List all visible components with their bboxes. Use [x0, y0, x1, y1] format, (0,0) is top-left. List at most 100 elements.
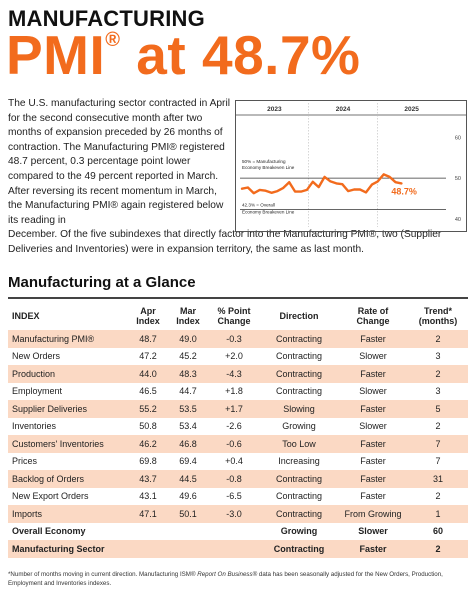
table-cell-direction: Contracting [260, 330, 338, 348]
chart-data-point [335, 182, 338, 185]
chart-year-label: 2025 [404, 106, 419, 113]
chart-data-point [318, 186, 320, 188]
col-header-direction: Direction [279, 311, 319, 321]
table-cell-mar: 53.4 [179, 421, 197, 432]
chart-data-point [288, 181, 290, 183]
table-cell-trend: 5 [408, 400, 468, 418]
table-cell-direction: Contracting [275, 351, 323, 362]
chart-data-point [383, 173, 385, 176]
table-cell-rate: Faster [360, 456, 386, 467]
table-cell-trend: 1 [408, 505, 468, 523]
table-cell-apr: 55.2 [128, 400, 168, 418]
table-cell-rate: Faster [338, 400, 408, 418]
headline: PMI® at 48.7% [6, 28, 360, 83]
col-header-mar: Mar Index [176, 306, 200, 326]
table-cell-pct: -0.3 [208, 330, 260, 348]
table-cell-pct: -2.6 [226, 421, 242, 432]
overall-economy-label: Overall Economy [12, 526, 86, 537]
table-cell-trend: 2 [408, 365, 468, 383]
table-row: Inventories 50.8 53.4 -2.6 Growing Slower 2 [8, 418, 468, 436]
overall-economy-rate: Slower [358, 526, 388, 537]
chart-y-tick-label: 40 [455, 217, 461, 223]
glance-divider [8, 297, 468, 299]
footnote-post: data has been seasonally adjusted for th… [8, 571, 443, 587]
chart-data-point [365, 191, 367, 193]
table-cell-index: New Orders [12, 351, 61, 362]
table-row: Imports 47.1 50.1 -3.0 Contracting From Growi… [8, 505, 468, 523]
chart-reference-label-cont: Economy Breakeven Line [242, 165, 295, 170]
manufacturing-sector-rate: Faster [338, 540, 408, 558]
chart-reference-label: 42.3% = Overall [242, 202, 275, 207]
headline-pmi: PMI [6, 24, 106, 86]
kicker-title: MANUFACTURING [8, 6, 205, 31]
table-cell-trend: 2 [435, 421, 441, 432]
overall-economy-row: Overall Economy Growing Slower 60 [8, 523, 468, 541]
table-cell-index: Supplier Deliveries [8, 400, 128, 418]
table-cell-rate: Faster [360, 491, 386, 502]
table-cell-rate: Slower [359, 386, 387, 397]
table-cell-rate: Slower [359, 351, 387, 362]
table-row: Employment 46.5 44.7 +1.8 Contracting Slower 3 [8, 383, 468, 401]
table-cell-index: Prices [12, 456, 38, 467]
glance-body: Manufacturing PMI® 48.7 49.0 -0.3 Contractin… [8, 330, 468, 558]
chart-year-label: 2023 [267, 106, 282, 113]
chart-data-point [300, 190, 302, 193]
table-row: Backlog of Orders 43.7 44.5 -0.8 Contracting… [8, 470, 468, 488]
chart-reference-label-cont: Economy Breakeven Line [242, 209, 295, 214]
table-cell [128, 540, 168, 558]
chart-data-point [282, 187, 284, 189]
chart-data-point [312, 181, 314, 183]
chart-data-point [270, 192, 273, 194]
table-cell-mar: 46.8 [168, 435, 208, 453]
chart-data-point [400, 182, 402, 185]
table-cell-trend: 7 [435, 456, 441, 467]
chart-data-point [329, 180, 332, 182]
table-cell-direction: Contracting [260, 365, 338, 383]
table-cell-trend: 31 [408, 470, 468, 488]
chart-data-point [341, 183, 343, 185]
table-cell-trend: 3 [435, 386, 441, 397]
table-row: Manufacturing PMI® 48.7 49.0 -0.3 Contractin… [8, 330, 468, 348]
table-row: Customers' Inventories 46.2 46.8 -0.6 Too Lo… [8, 435, 468, 453]
table-cell-trend: 2 [408, 330, 468, 348]
col-header-trend: Trend* (months) [418, 306, 458, 326]
table-cell-mar: 44.7 [179, 386, 197, 397]
table-cell-trend: 7 [408, 435, 468, 453]
table-cell-rate: Faster [338, 470, 408, 488]
col-header-pct-change: % Point Change [217, 306, 251, 326]
table-cell-index: Production [8, 365, 128, 383]
table-cell-pct: +0.4 [225, 456, 243, 467]
chart-series-line [240, 173, 403, 195]
chart-data-point [306, 189, 308, 191]
table-cell-direction: Contracting [260, 470, 338, 488]
table-cell-apr: 50.8 [139, 421, 157, 432]
table-cell-index: Imports [8, 505, 128, 523]
glance-table: INDEX Apr Index Mar Index % Point Change Di… [8, 302, 468, 558]
chart-data-point [359, 188, 361, 191]
chart-data-point [294, 190, 296, 193]
table-cell-mar: 48.3 [168, 365, 208, 383]
table-cell-rate: Faster [338, 365, 408, 383]
glance-title: Manufacturing at a Glance [8, 274, 196, 291]
table-cell-apr: 47.2 [139, 351, 157, 362]
overall-economy-trend: 60 [432, 526, 443, 537]
chart-data-point [353, 188, 355, 191]
table-cell-apr: 69.8 [139, 456, 157, 467]
table-cell-rate: From Growing [338, 505, 408, 523]
table-cell-pct: +1.8 [225, 386, 243, 397]
col-header-index: INDEX [12, 311, 40, 321]
table-cell-pct: -0.8 [208, 470, 260, 488]
table-cell-direction: Contracting [260, 505, 338, 523]
table-row: New Export Orders 43.1 49.6 -6.5 Contracting… [8, 488, 468, 506]
table-cell-index: Backlog of Orders [8, 470, 128, 488]
chart-data-point [265, 190, 267, 192]
headline-registered-mark: ® [105, 29, 121, 51]
table-row: Production 44.0 48.3 -4.3 Contracting Faster 2 [8, 365, 468, 383]
manufacturing-sector-row: Manufacturing Sector Contracting Faster … [8, 540, 468, 558]
table-cell-mar: 45.2 [179, 351, 197, 362]
table-cell-index: Inventories [12, 421, 57, 432]
table-cell-apr: 46.2 [128, 435, 168, 453]
col-header-apr: Apr Index [136, 306, 160, 326]
table-cell-index: Manufacturing PMI® [8, 330, 128, 348]
chart-data-point [347, 190, 349, 192]
